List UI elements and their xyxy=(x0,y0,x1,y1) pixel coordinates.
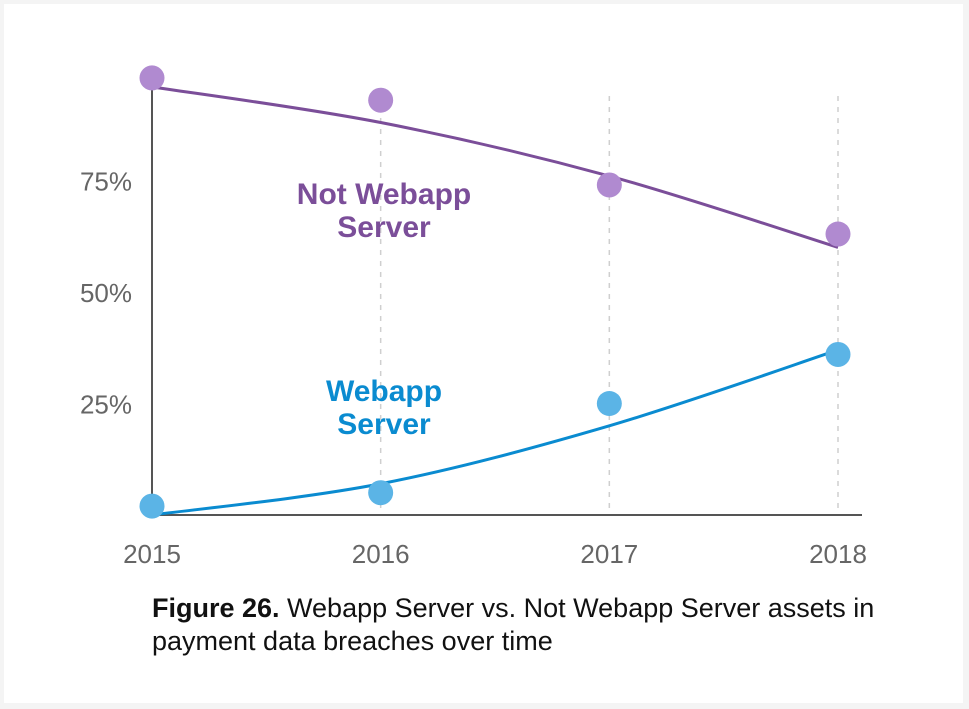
not-webapp-server-label: Not Webapp Server xyxy=(297,178,471,244)
tick-labels: 2015 2016 2017 2018 25% 50% 75% xyxy=(80,167,867,570)
webapp-server-point-2018 xyxy=(825,341,851,367)
webapp-server-point-2017 xyxy=(596,391,622,416)
not-webapp-server-point-2015 xyxy=(139,65,165,91)
grid-lines xyxy=(379,96,839,515)
x-tick-2018: 2018 xyxy=(809,539,867,569)
webapp-server-point-2016 xyxy=(368,480,394,506)
webapp-server-label-line-2: Server xyxy=(337,408,431,441)
not-webapp-server-point-2017 xyxy=(596,172,622,198)
not-webapp-server-label-line-1: Not Webapp xyxy=(297,178,471,211)
x-tick-2015: 2015 xyxy=(123,539,181,569)
figure-caption: Figure 26. Webapp Server vs. Not Webapp … xyxy=(152,592,932,658)
data-points xyxy=(139,65,851,519)
caption-text: Webapp Server vs. Not Webapp Server asse… xyxy=(152,593,875,656)
y-tick-50: 50% xyxy=(80,278,132,308)
x-tick-2017: 2017 xyxy=(580,539,638,569)
x-tick-2016: 2016 xyxy=(352,539,410,569)
webapp-server-point-2015 xyxy=(139,493,165,519)
figure-label: Figure 26. xyxy=(152,593,280,623)
webapp-server-label: Webapp Server xyxy=(326,375,442,441)
not-webapp-server-trend-line xyxy=(151,85,839,249)
not-webapp-server-point-2018 xyxy=(825,221,851,247)
webapp-server-label-line-1: Webapp xyxy=(326,375,442,408)
axes xyxy=(151,84,862,516)
trend-lines xyxy=(151,85,839,517)
not-webapp-server-label-line-2: Server xyxy=(337,211,431,244)
webapp-server-trend-line xyxy=(151,348,839,517)
y-tick-25: 25% xyxy=(80,390,132,420)
y-tick-75: 75% xyxy=(80,167,132,197)
not-webapp-server-point-2016 xyxy=(368,87,394,113)
figure-card: 2015 2016 2017 2018 25% 50% 75% Not Webapp Serv… xyxy=(4,4,963,703)
